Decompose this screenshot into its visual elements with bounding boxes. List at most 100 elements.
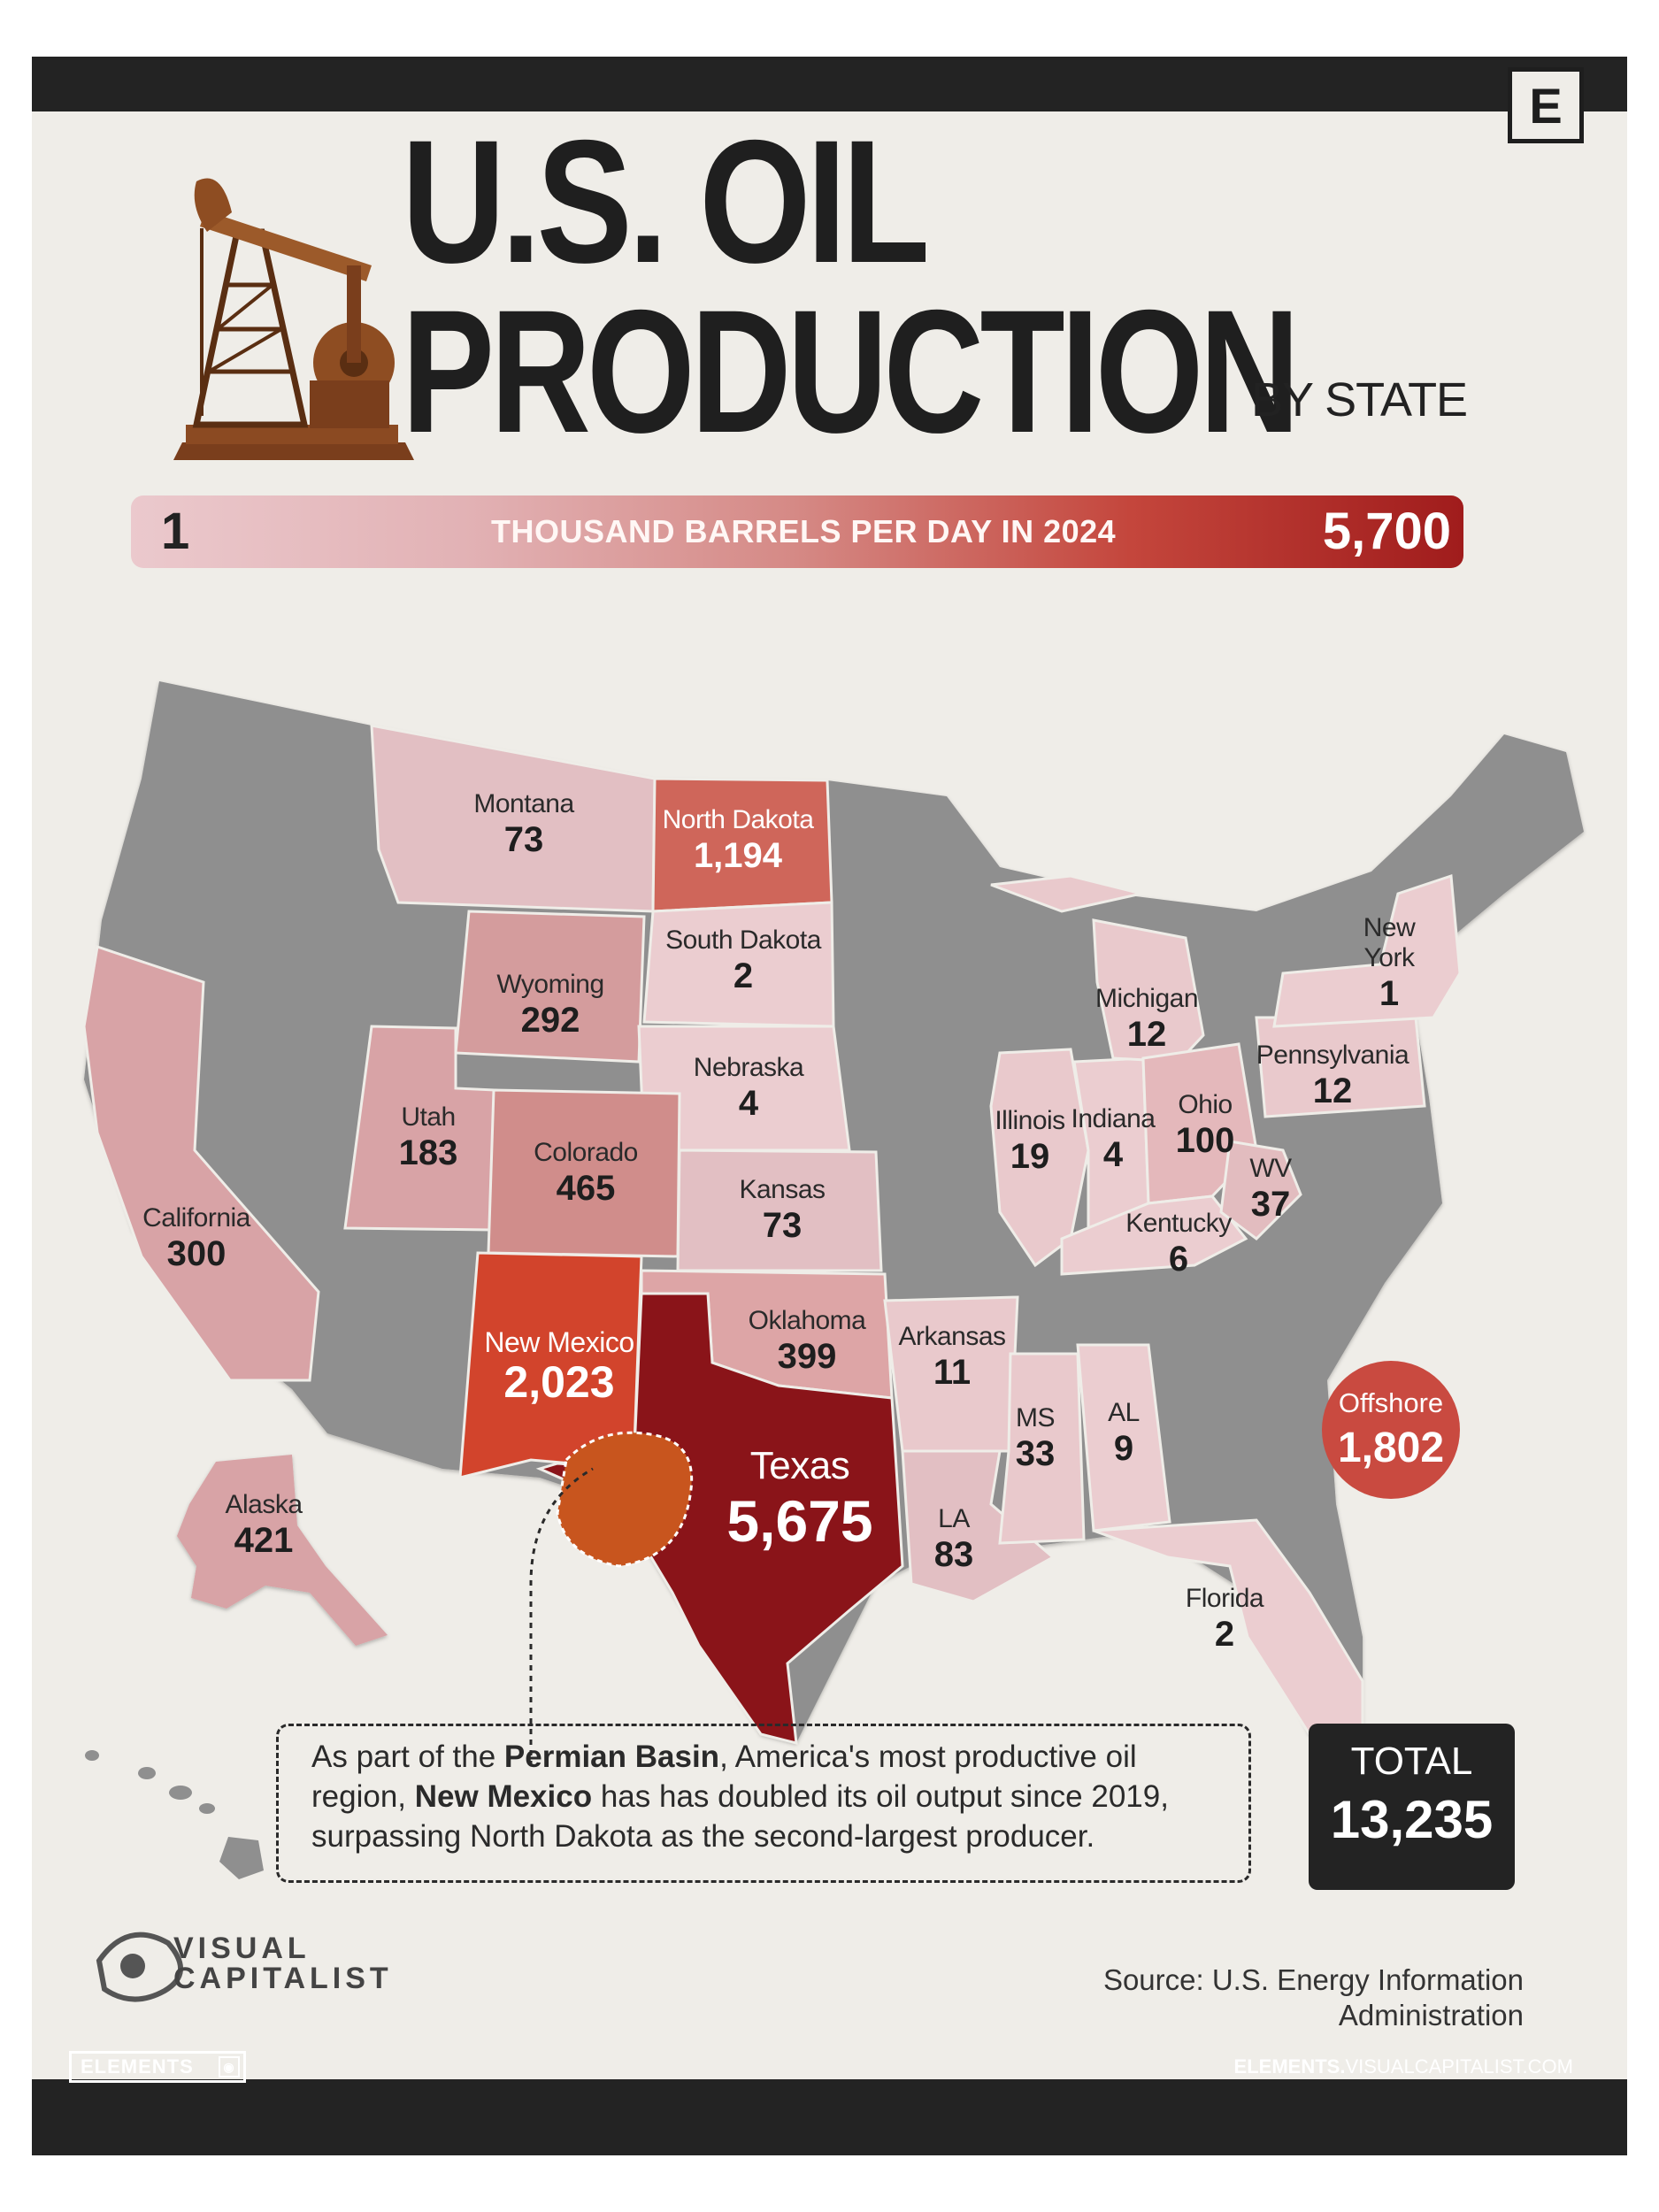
state-value: 11 — [933, 1353, 972, 1392]
state-value: 4 — [1102, 1135, 1124, 1174]
state-name: California — [142, 1203, 250, 1233]
state-kentucky — [1060, 1194, 1248, 1276]
state-value: 183 — [398, 1133, 458, 1172]
state-name: Florida — [1185, 1584, 1264, 1613]
state-name: South Dakota — [665, 926, 821, 955]
state-name: Nebraska — [693, 1053, 804, 1082]
state-value: 9 — [1113, 1429, 1134, 1468]
callout-box — [276, 1724, 1251, 1883]
callout-bold: Permian Basin — [503, 1740, 720, 1774]
label-kansas: Kansas 73 — [739, 1175, 826, 1246]
state-name: WV — [1249, 1154, 1292, 1183]
label-michigan: Michigan 12 — [1095, 984, 1199, 1055]
footer-badge-label: ELEMENTS — [81, 2055, 194, 2078]
state-value: 2,023 — [503, 1357, 615, 1407]
state-name: North Dakota — [662, 805, 814, 834]
label-alaska: Alaska 421 — [225, 1490, 303, 1561]
scale-unit-label: THOUSAND BARRELS PER DAY IN 2024 — [491, 513, 1117, 549]
state-alaska — [177, 1455, 388, 1646]
label-south-dakota: South Dakota 2 — [665, 926, 821, 996]
offshore-label: Offshore — [1338, 1387, 1444, 1418]
total-value: 13,235 — [1330, 1790, 1494, 1849]
state-alabama — [1076, 1343, 1171, 1532]
label-wyoming: Wyoming 292 — [496, 970, 604, 1041]
callout-bold: New Mexico — [414, 1779, 593, 1814]
title-subtitle: BY STATE — [1251, 373, 1468, 426]
elements-footer-badge[interactable]: ELEMENTS ◉ — [69, 2051, 246, 2083]
logo-text-line2: CAPITALIST — [173, 1962, 393, 1995]
label-new-mexico: New Mexico 2,023 — [484, 1327, 634, 1407]
label-utah: Utah 183 — [399, 1102, 458, 1173]
title-line-1: U.S. OIL — [402, 104, 930, 299]
offshore-value: 1,802 — [1337, 1425, 1445, 1471]
state-value: 37 — [1250, 1185, 1291, 1224]
label-mississippi: MS 33 — [1016, 1403, 1056, 1474]
permian-basin-highlight — [556, 1431, 694, 1568]
state-montana — [370, 724, 657, 913]
label-west-virginia: WV 37 — [1249, 1154, 1292, 1225]
state-name: Arkansas — [898, 1322, 1006, 1351]
state-name: New York — [1363, 913, 1416, 972]
footer-url-link[interactable]: ELEMENTS.VISUALCAPITALIST.COM — [1150, 2051, 1573, 2083]
state-california — [82, 945, 320, 1382]
label-oklahoma: Oklahoma 399 — [749, 1306, 866, 1377]
state-name: Alaska — [225, 1490, 303, 1519]
state-name: AL — [1108, 1398, 1140, 1427]
state-name: Kentucky — [1125, 1209, 1232, 1238]
state-value: 4 — [738, 1084, 759, 1123]
label-montana: Montana 73 — [473, 789, 574, 860]
state-value: 6 — [1168, 1240, 1189, 1279]
eye-icon: ◉ — [219, 2056, 240, 2078]
state-new-york — [1272, 873, 1462, 1028]
state-value: 73 — [503, 820, 544, 859]
state-name: Montana — [473, 789, 574, 818]
state-value: 300 — [166, 1234, 227, 1273]
state-wyoming — [454, 910, 646, 1064]
state-value: 5,675 — [726, 1488, 873, 1554]
state-name: LA — [938, 1504, 970, 1533]
label-california: California 300 — [142, 1203, 250, 1274]
elements-brand-badge: E — [1508, 67, 1584, 143]
total-box — [1309, 1724, 1515, 1890]
footer-url-bold: ELEMENTS. — [1233, 2055, 1346, 2078]
state-name: Utah — [401, 1102, 456, 1132]
state-name: Illinois — [995, 1106, 1065, 1135]
state-value: 465 — [556, 1169, 616, 1208]
state-value: 12 — [1126, 1015, 1167, 1054]
oil-pump-jack-icon — [173, 178, 414, 460]
scale-min-value: 1 — [161, 503, 190, 560]
state-mississippi — [998, 1352, 1086, 1545]
label-pennsylvania: Pennsylvania 12 — [1256, 1041, 1409, 1111]
state-value: 73 — [762, 1206, 803, 1245]
state-value: 421 — [234, 1521, 294, 1560]
label-florida: Florida 2 — [1185, 1584, 1264, 1655]
callout-part: has has doubled its oil output since 201… — [311, 1779, 1169, 1854]
state-value: 1 — [1379, 974, 1400, 1013]
color-scale-legend — [131, 495, 1463, 568]
state-value: 100 — [1175, 1121, 1235, 1160]
callout-leader-line — [529, 1467, 594, 1766]
state-value: 19 — [1010, 1137, 1050, 1176]
state-value: 292 — [520, 1001, 580, 1040]
state-name: Pennsylvania — [1256, 1041, 1409, 1070]
label-arkansas: Arkansas 11 — [898, 1322, 1006, 1393]
total-label: TOTAL — [1350, 1740, 1473, 1783]
label-texas: Texas 5,675 — [726, 1444, 872, 1554]
state-value: 2 — [1214, 1615, 1235, 1654]
source-note: Source: U.S. Energy Information Administ… — [1102, 1963, 1524, 2032]
label-nebraska: Nebraska 4 — [693, 1053, 804, 1124]
state-name: New Mexico — [484, 1326, 634, 1358]
state-west-virginia — [1219, 1140, 1302, 1240]
state-name: Kansas — [739, 1175, 826, 1204]
label-alabama: AL 9 — [1108, 1398, 1140, 1469]
state-value: 1,194 — [693, 836, 783, 875]
footer-url-rest: VISUALCAPITALIST.COM — [1345, 2055, 1573, 2078]
state-louisiana — [901, 1449, 1056, 1603]
state-value: 12 — [1312, 1071, 1353, 1110]
callout-text: As part of the Permian Basin, America's … — [311, 1737, 1232, 1856]
label-north-dakota: North Dakota 1,194 — [663, 805, 814, 876]
label-ohio: Ohio 100 — [1176, 1090, 1235, 1161]
callout-part: , America's most productive oil region, — [311, 1740, 1137, 1814]
state-texas — [535, 1292, 904, 1745]
state-name: Indiana — [1071, 1104, 1156, 1133]
